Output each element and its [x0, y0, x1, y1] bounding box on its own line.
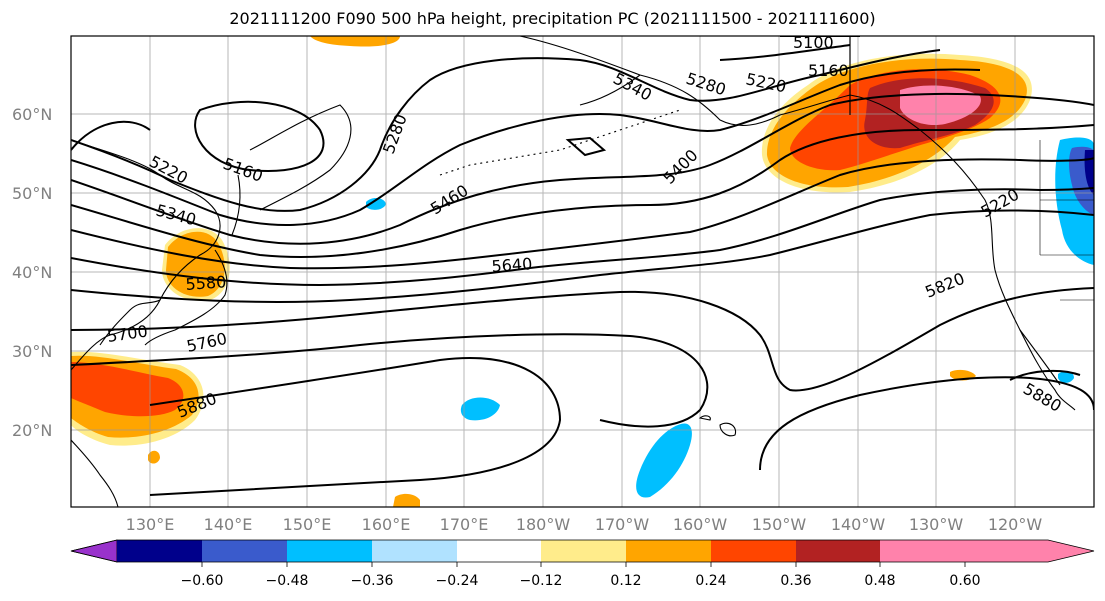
- colorbar-cell: [457, 540, 541, 562]
- colorbar-tick-label: 0.48: [864, 573, 895, 589]
- contour-label-5580: 5580: [185, 272, 227, 294]
- lon-label: 170°W: [595, 515, 650, 534]
- colorbar-cell: [626, 540, 711, 562]
- colorbar-tick-label: −0.12: [520, 573, 563, 589]
- map-title: 2021111200 F090 500 hPa height, precipit…: [229, 9, 876, 28]
- colorbar-cell: [541, 540, 626, 562]
- contour-label-5640: 5640: [491, 254, 533, 276]
- colorbar-tick-label: 0.12: [610, 573, 641, 589]
- lat-label-30n: 30°N: [12, 342, 52, 361]
- lon-label: 150°E: [283, 515, 332, 534]
- lat-label-60n: 60°N: [12, 105, 52, 124]
- lon-label: 180°W: [516, 515, 571, 534]
- lat-label-40n: 40°N: [12, 263, 52, 282]
- lon-label: 130°W: [909, 515, 964, 534]
- colorbar-tick-label: −0.60: [181, 573, 224, 589]
- lat-label-20n: 20°N: [12, 421, 52, 440]
- colorbar-cell: [287, 540, 372, 562]
- colorbar-tick-label: 0.36: [780, 573, 811, 589]
- colorbar-cell: [202, 540, 287, 562]
- colorbar-cell: [117, 540, 202, 562]
- colorbar-cell: [372, 540, 457, 562]
- map-frame: [70, 35, 1095, 508]
- colorbar-tick-label: 0.60: [949, 573, 980, 589]
- colorbar-cell: [711, 540, 796, 562]
- colorbar-cell: [796, 540, 880, 562]
- lon-label: 150°W: [752, 515, 807, 534]
- height-contours: [71, 36, 1094, 496]
- lon-label: 140°W: [831, 515, 886, 534]
- colorbar-tick-labels: −0.60 −0.48 −0.36 −0.24 −0.12 0.12 0.24 …: [181, 573, 981, 589]
- lon-label: 120°W: [988, 515, 1043, 534]
- latitude-labels: 60°N 50°N 40°N 30°N 20°N: [12, 105, 52, 440]
- longitude-labels: 130°E 140°E 150°E 160°E 170°E 180°W 170°…: [126, 515, 1043, 534]
- lon-label: 170°E: [440, 515, 489, 534]
- colorbar-tick-label: −0.36: [351, 573, 394, 589]
- lon-label: 140°E: [204, 515, 253, 534]
- colorbar-extend-min: [70, 539, 118, 563]
- colorbar-tick-label: −0.48: [266, 573, 309, 589]
- colorbar-tick-label: −0.24: [436, 573, 479, 589]
- colorbar-cell: [880, 540, 965, 562]
- contour-label-5100: 5100: [793, 33, 834, 52]
- contour-label-5160: 5160: [808, 61, 849, 80]
- colorbar-extend-max: [965, 540, 1094, 562]
- lon-label: 130°E: [126, 515, 175, 534]
- lon-label: 160°W: [673, 515, 728, 534]
- lon-label: 160°E: [362, 515, 411, 534]
- colorbar-outline: [70, 539, 1095, 563]
- lat-label-50n: 50°N: [12, 184, 52, 203]
- colorbar-ticks: [201, 562, 966, 567]
- colorbar: −0.60 −0.48 −0.36 −0.24 −0.12 0.12 0.24 …: [70, 539, 1095, 589]
- colorbar-tick-label: 0.24: [695, 573, 726, 589]
